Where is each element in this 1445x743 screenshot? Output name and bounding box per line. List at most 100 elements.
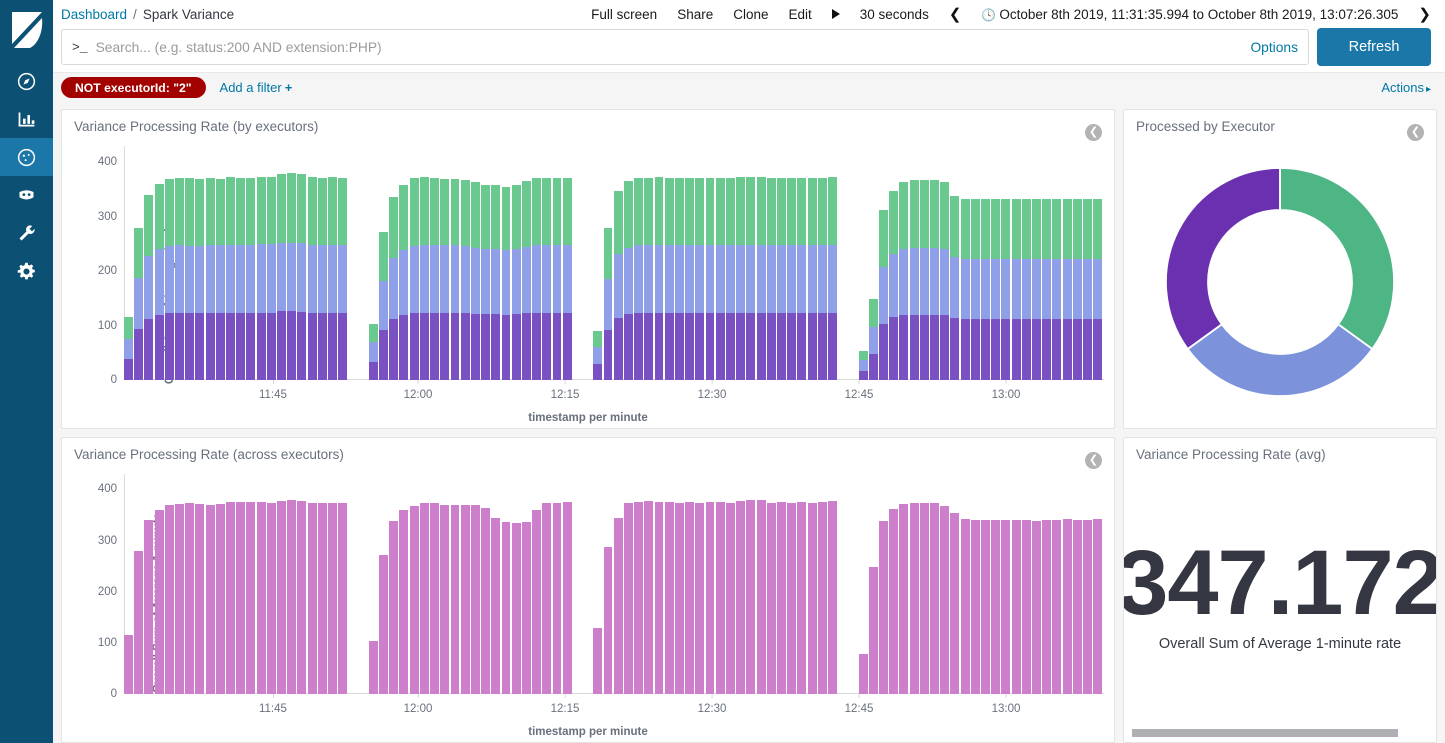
bar[interactable] [450,474,460,694]
bar[interactable] [185,474,195,694]
bar[interactable] [379,146,388,380]
bar[interactable] [419,146,429,380]
bar[interactable] [236,146,246,380]
bar[interactable] [195,474,205,694]
bar[interactable] [368,474,378,694]
bar[interactable] [868,474,878,694]
sidebar-item-timelion[interactable] [0,176,53,214]
bar[interactable] [1021,474,1031,694]
bar[interactable] [919,474,929,694]
bar[interactable] [1052,146,1062,380]
bar[interactable] [124,474,133,694]
bar[interactable] [828,146,837,380]
bar[interactable] [797,474,807,694]
bar[interactable] [623,474,633,694]
plot-area[interactable]: 0 100 200 300 400 11:45 12:00 12:15 12:30 12:45 13… [98,474,1104,715]
bar[interactable] [623,146,633,380]
bar[interactable] [317,146,327,380]
bar[interactable] [307,146,317,380]
bar[interactable] [552,474,562,694]
bar[interactable] [1021,146,1031,380]
plot-area[interactable]: 0 100 200 300 400 11:45 12:00 12:15 12:30 12:45 13… [98,146,1104,401]
full-screen-button[interactable]: Full screen [591,6,658,22]
edit-button[interactable]: Edit [788,6,812,22]
bar[interactable] [1042,474,1052,694]
donut-chart[interactable] [1124,136,1436,428]
bar[interactable] [317,474,327,694]
bar[interactable] [674,146,684,380]
add-filter-button[interactable]: Add a filter + [220,80,293,95]
bar[interactable] [511,474,521,694]
bar[interactable] [981,474,990,694]
donut-slice[interactable] [1279,166,1395,351]
bar[interactable] [685,474,695,694]
chevron-left-circle-icon[interactable]: ❮ [1085,452,1102,469]
bar[interactable] [532,474,542,694]
bar[interactable] [664,146,674,380]
bar[interactable] [419,474,429,694]
bar[interactable] [909,146,919,380]
chevron-left-circle-icon[interactable]: ❮ [1085,124,1102,141]
bar[interactable] [532,146,542,380]
bar[interactable] [960,146,970,380]
bar[interactable] [1083,474,1092,694]
bar[interactable] [338,146,348,380]
bar[interactable] [1083,146,1092,380]
bar[interactable] [450,146,460,380]
bar[interactable] [379,474,388,694]
bar[interactable] [991,474,1001,694]
bar[interactable] [725,146,735,380]
bar[interactable] [215,146,225,380]
bar[interactable] [654,146,664,380]
bar[interactable] [766,146,776,380]
chevron-left-icon[interactable]: ❮ [948,5,962,23]
bar[interactable] [205,474,215,694]
sidebar-item-dashboard[interactable] [0,138,53,176]
bar[interactable] [746,474,756,694]
bar[interactable] [970,146,980,380]
bar[interactable] [685,146,695,380]
bar[interactable] [807,474,817,694]
chevron-right-icon[interactable]: ❯ [1418,5,1431,23]
bar[interactable] [399,146,409,380]
bar[interactable] [1072,146,1082,380]
bar[interactable] [501,146,511,380]
bar[interactable] [919,146,929,380]
bar[interactable] [1032,474,1041,694]
bar[interactable] [154,474,164,694]
bar[interactable] [481,474,491,694]
breadcrumb-dashboard[interactable]: Dashboard [61,6,128,22]
bar[interactable] [134,474,144,694]
bar[interactable] [399,474,409,694]
chevron-left-circle-icon[interactable]: ❮ [1407,124,1424,141]
bar[interactable] [725,474,735,694]
bar[interactable] [338,474,348,694]
bar[interactable] [930,146,939,380]
horizontal-scrollbar[interactable] [1132,729,1398,737]
bar[interactable] [940,146,950,380]
bar[interactable] [552,146,562,380]
bar[interactable] [501,474,511,694]
bar[interactable] [736,474,746,694]
bar[interactable] [603,474,613,694]
bar[interactable] [756,474,766,694]
bar[interactable] [1072,474,1082,694]
bar[interactable] [328,474,337,694]
bar[interactable] [521,474,531,694]
bar[interactable] [899,146,909,380]
bar[interactable] [175,146,184,380]
bar[interactable] [175,474,184,694]
bar[interactable] [236,474,246,694]
bar[interactable] [1093,146,1103,380]
bar[interactable] [1011,146,1021,380]
bar[interactable] [705,474,715,694]
bar[interactable] [328,146,337,380]
bar[interactable] [297,474,307,694]
bar[interactable] [797,146,807,380]
bar[interactable] [613,146,623,380]
bar[interactable] [307,474,317,694]
bar[interactable] [644,474,654,694]
sidebar-item-visualize[interactable] [0,100,53,138]
bar[interactable] [1062,146,1072,380]
bar[interactable] [164,474,174,694]
